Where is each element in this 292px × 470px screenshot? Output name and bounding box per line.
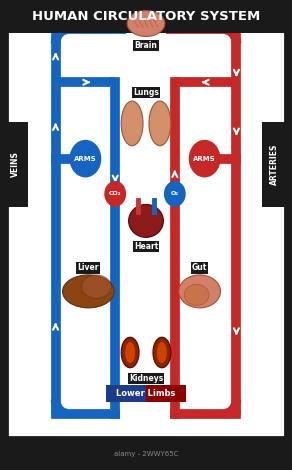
Text: alamy - 2WWY65C: alamy - 2WWY65C	[114, 451, 178, 456]
Text: Kidneys: Kidneys	[129, 374, 163, 383]
Ellipse shape	[153, 337, 171, 368]
FancyBboxPatch shape	[4, 122, 28, 207]
FancyBboxPatch shape	[262, 122, 286, 207]
Text: ARTERIES: ARTERIES	[270, 144, 279, 185]
Ellipse shape	[184, 284, 209, 306]
Circle shape	[189, 140, 220, 178]
Circle shape	[104, 181, 126, 207]
Ellipse shape	[127, 11, 165, 37]
Text: CO₂: CO₂	[109, 191, 121, 196]
Circle shape	[164, 181, 186, 207]
FancyBboxPatch shape	[1, 0, 291, 33]
Ellipse shape	[179, 275, 220, 308]
Text: O₂: O₂	[171, 191, 179, 196]
FancyBboxPatch shape	[106, 385, 146, 402]
Text: Gut: Gut	[192, 263, 207, 273]
FancyBboxPatch shape	[146, 385, 186, 402]
Ellipse shape	[62, 275, 114, 308]
Text: Lungs: Lungs	[133, 88, 159, 97]
FancyBboxPatch shape	[7, 24, 285, 437]
Text: HUMAN CIRCULATORY SYSTEM: HUMAN CIRCULATORY SYSTEM	[32, 10, 260, 23]
Text: ARMS: ARMS	[74, 156, 97, 162]
Text: Heart: Heart	[134, 242, 158, 251]
Ellipse shape	[157, 342, 167, 363]
Text: ARMS: ARMS	[193, 156, 216, 162]
Text: Liver: Liver	[78, 263, 99, 273]
Ellipse shape	[121, 337, 139, 368]
Ellipse shape	[125, 342, 135, 363]
FancyBboxPatch shape	[1, 437, 291, 470]
Ellipse shape	[81, 275, 111, 298]
Circle shape	[69, 140, 101, 178]
Ellipse shape	[121, 101, 143, 146]
Ellipse shape	[149, 101, 171, 146]
Text: VEINS: VEINS	[11, 151, 20, 178]
Text: Lower Limbs: Lower Limbs	[116, 389, 176, 398]
Text: Brain: Brain	[135, 41, 157, 50]
Ellipse shape	[128, 204, 164, 237]
